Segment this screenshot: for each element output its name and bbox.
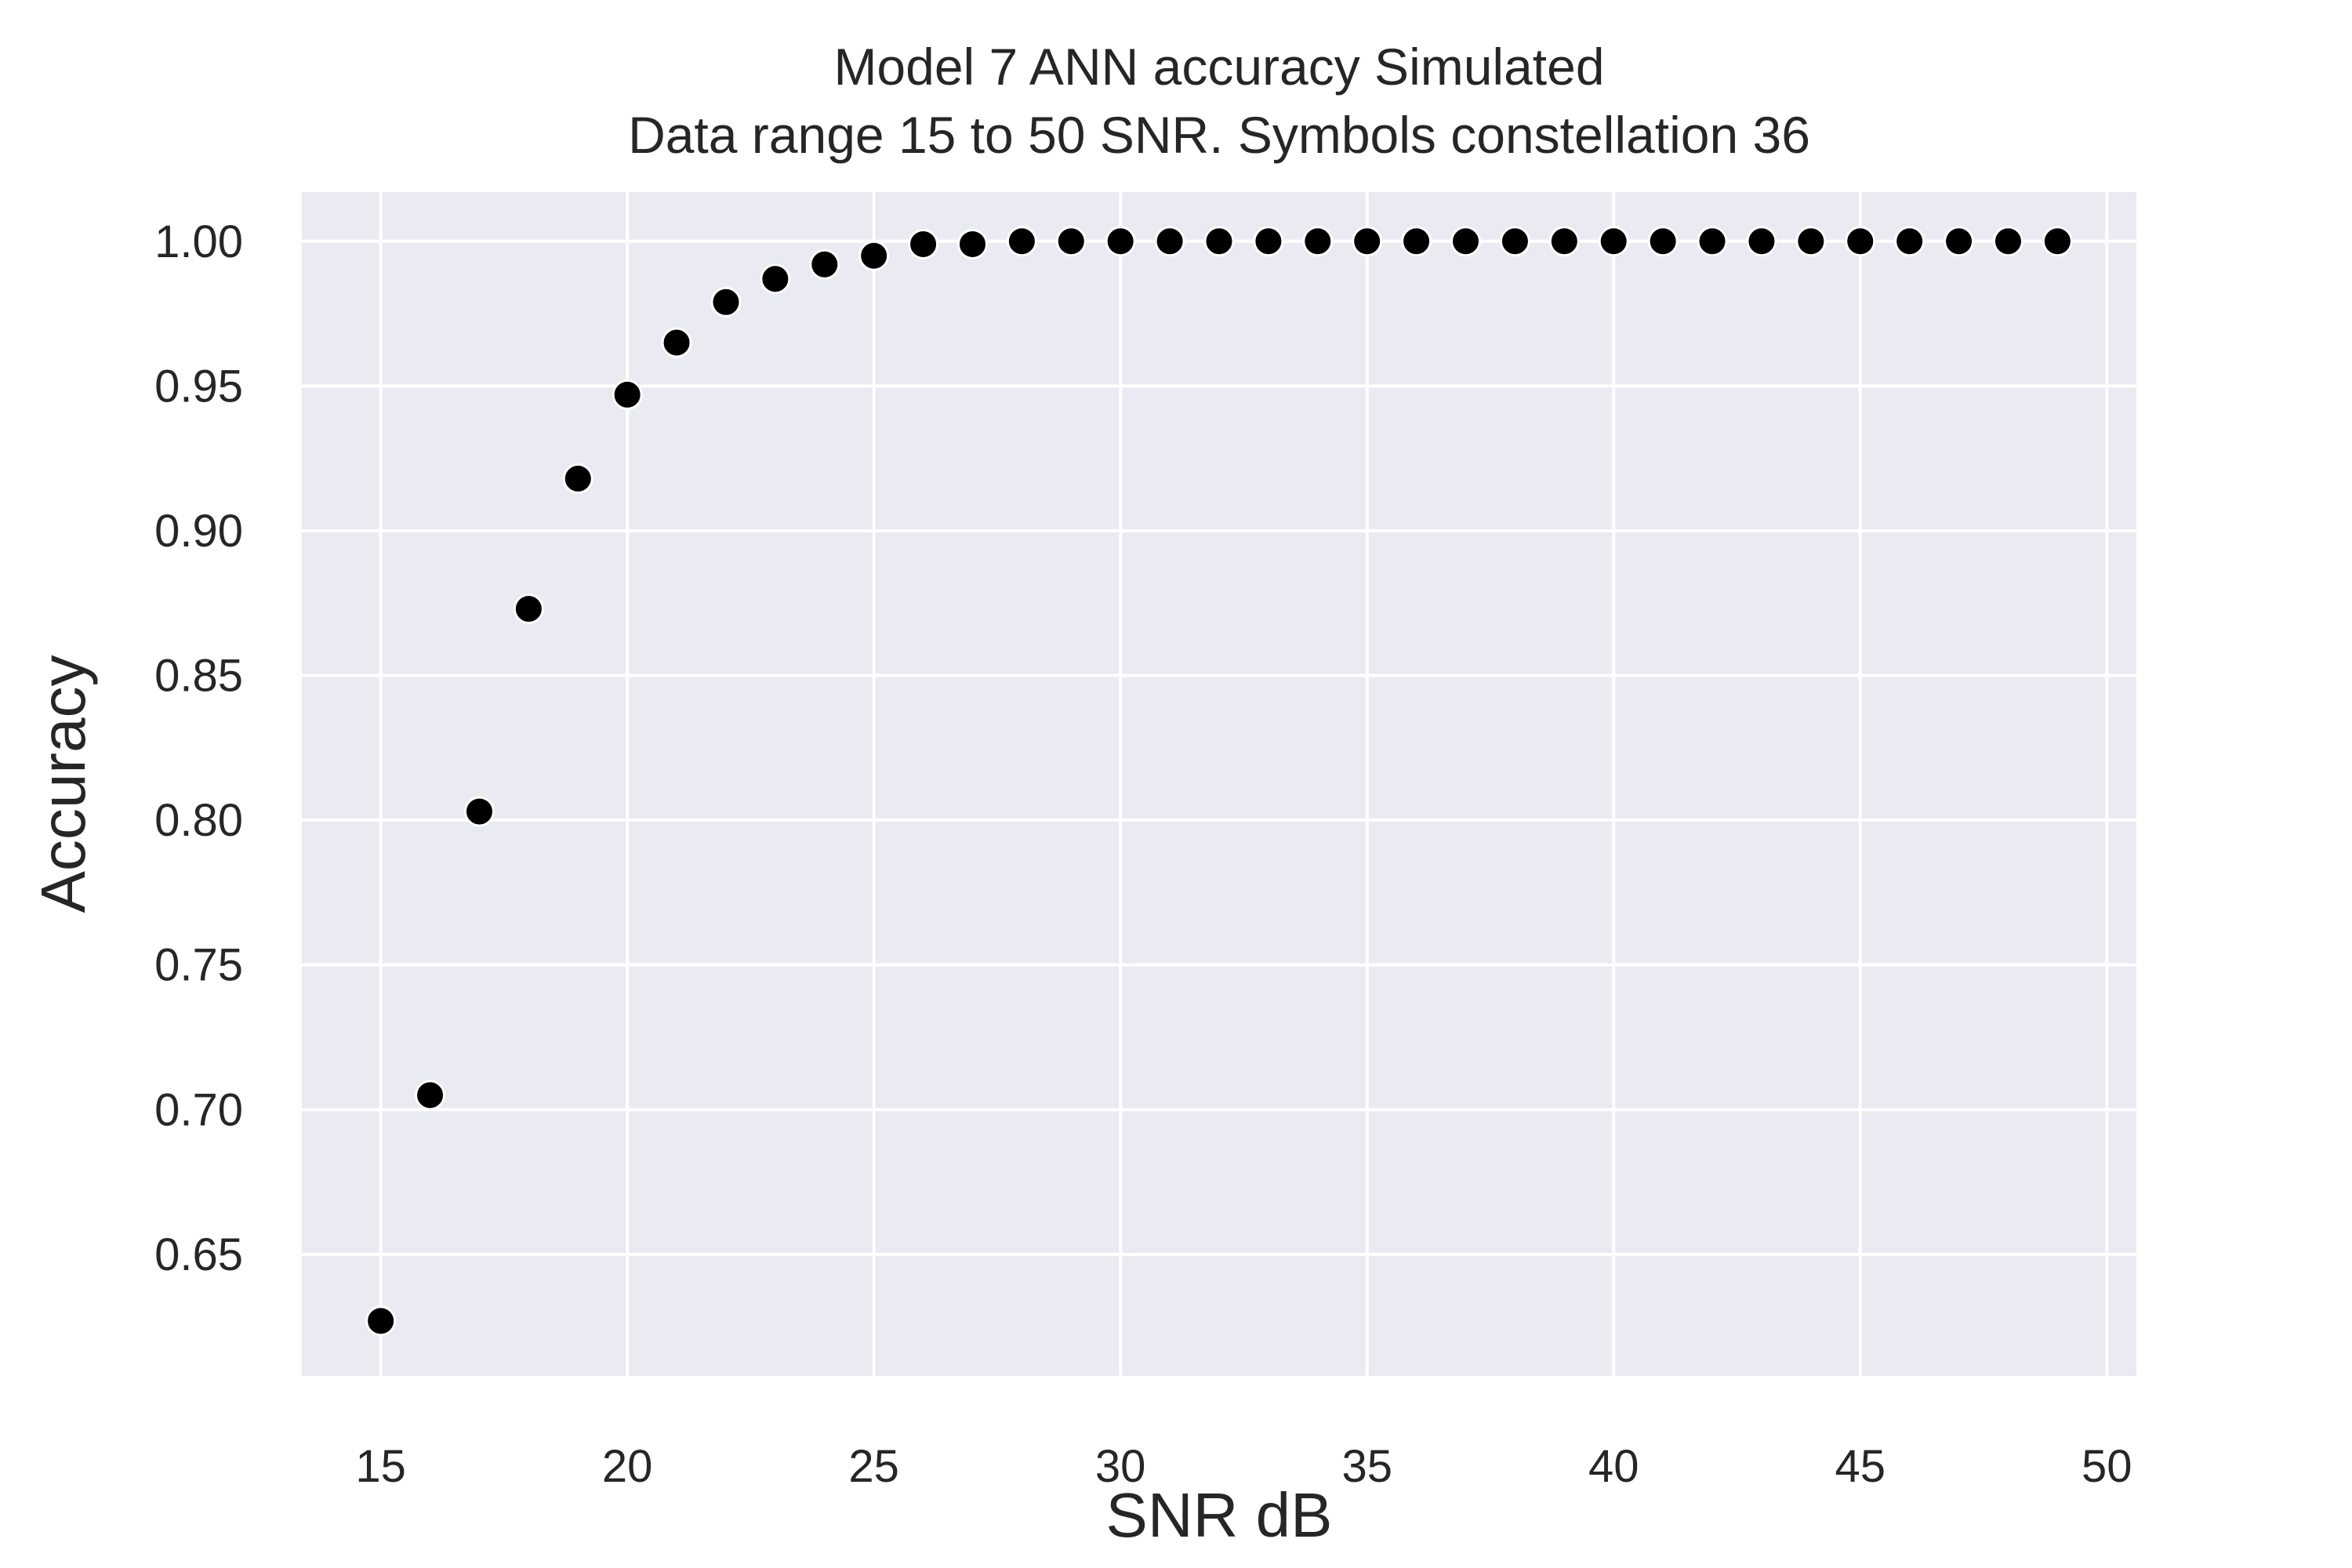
x-tick-label: 35 (1341, 1441, 1392, 1492)
plot-area (302, 192, 2136, 1376)
x-tick-label: 45 (1835, 1441, 1886, 1492)
data-point (415, 1080, 446, 1111)
data-point (513, 593, 544, 625)
x-tick-label: 30 (1095, 1441, 1146, 1492)
chart-title-line-2: Data range 15 to 50 SNR. Symbols constel… (628, 106, 1810, 164)
data-point (1992, 226, 2024, 257)
data-point (1795, 226, 1827, 257)
data-point (1499, 226, 1530, 257)
chart-title-line-1: Model 7 ANN accuracy Simulated (833, 38, 1604, 96)
data-point (1352, 226, 1383, 257)
x-tick-labels: 15 20 25 30 35 40 45 50 (355, 1441, 2132, 1492)
data-point (1450, 226, 1482, 257)
x-tick-label: 20 (602, 1441, 653, 1492)
data-point (463, 796, 495, 827)
y-tick-label: 0.90 (154, 506, 243, 557)
x-tick-label: 25 (848, 1441, 899, 1492)
y-tick-label: 1.00 (154, 216, 243, 267)
data-point (1203, 226, 1235, 257)
data-point (809, 249, 840, 280)
y-tick-label: 0.95 (154, 361, 243, 412)
data-point (1055, 226, 1087, 257)
data-point (1697, 226, 1728, 257)
data-point (562, 463, 593, 495)
y-tick-label: 0.75 (154, 940, 243, 991)
data-points (365, 226, 2073, 1337)
data-point (2042, 226, 2073, 257)
data-point (956, 228, 988, 260)
data-point (1894, 226, 1926, 257)
y-tick-labels: 0.65 0.70 0.75 0.80 0.85 0.90 0.95 1.00 (154, 216, 243, 1280)
data-point (1253, 226, 1284, 257)
data-point (612, 379, 643, 410)
data-point (1401, 226, 1432, 257)
data-point (710, 286, 742, 318)
grid (302, 192, 2136, 1376)
data-point (908, 228, 939, 260)
data-point (1548, 226, 1580, 257)
data-point (661, 327, 692, 358)
data-point (1006, 226, 1037, 257)
y-tick-label: 0.70 (154, 1084, 243, 1135)
x-tick-label: 15 (355, 1441, 406, 1492)
data-point (858, 240, 890, 271)
data-point (760, 263, 791, 295)
data-point (1746, 226, 1777, 257)
x-axis-label: SNR dB (1106, 1480, 1333, 1550)
data-point (365, 1305, 397, 1337)
data-point (1944, 226, 1975, 257)
data-point (1302, 226, 1334, 257)
y-tick-label: 0.85 (154, 651, 243, 702)
data-point (1154, 226, 1185, 257)
x-tick-label: 50 (2082, 1441, 2132, 1492)
x-tick-label: 40 (1588, 1441, 1639, 1492)
data-point (1845, 226, 1876, 257)
data-point (1598, 226, 1629, 257)
y-tick-label: 0.80 (154, 795, 243, 846)
y-tick-label: 0.65 (154, 1229, 243, 1280)
data-point (1105, 226, 1136, 257)
data-point (1647, 226, 1679, 257)
y-axis-label: Accuracy (28, 655, 98, 913)
